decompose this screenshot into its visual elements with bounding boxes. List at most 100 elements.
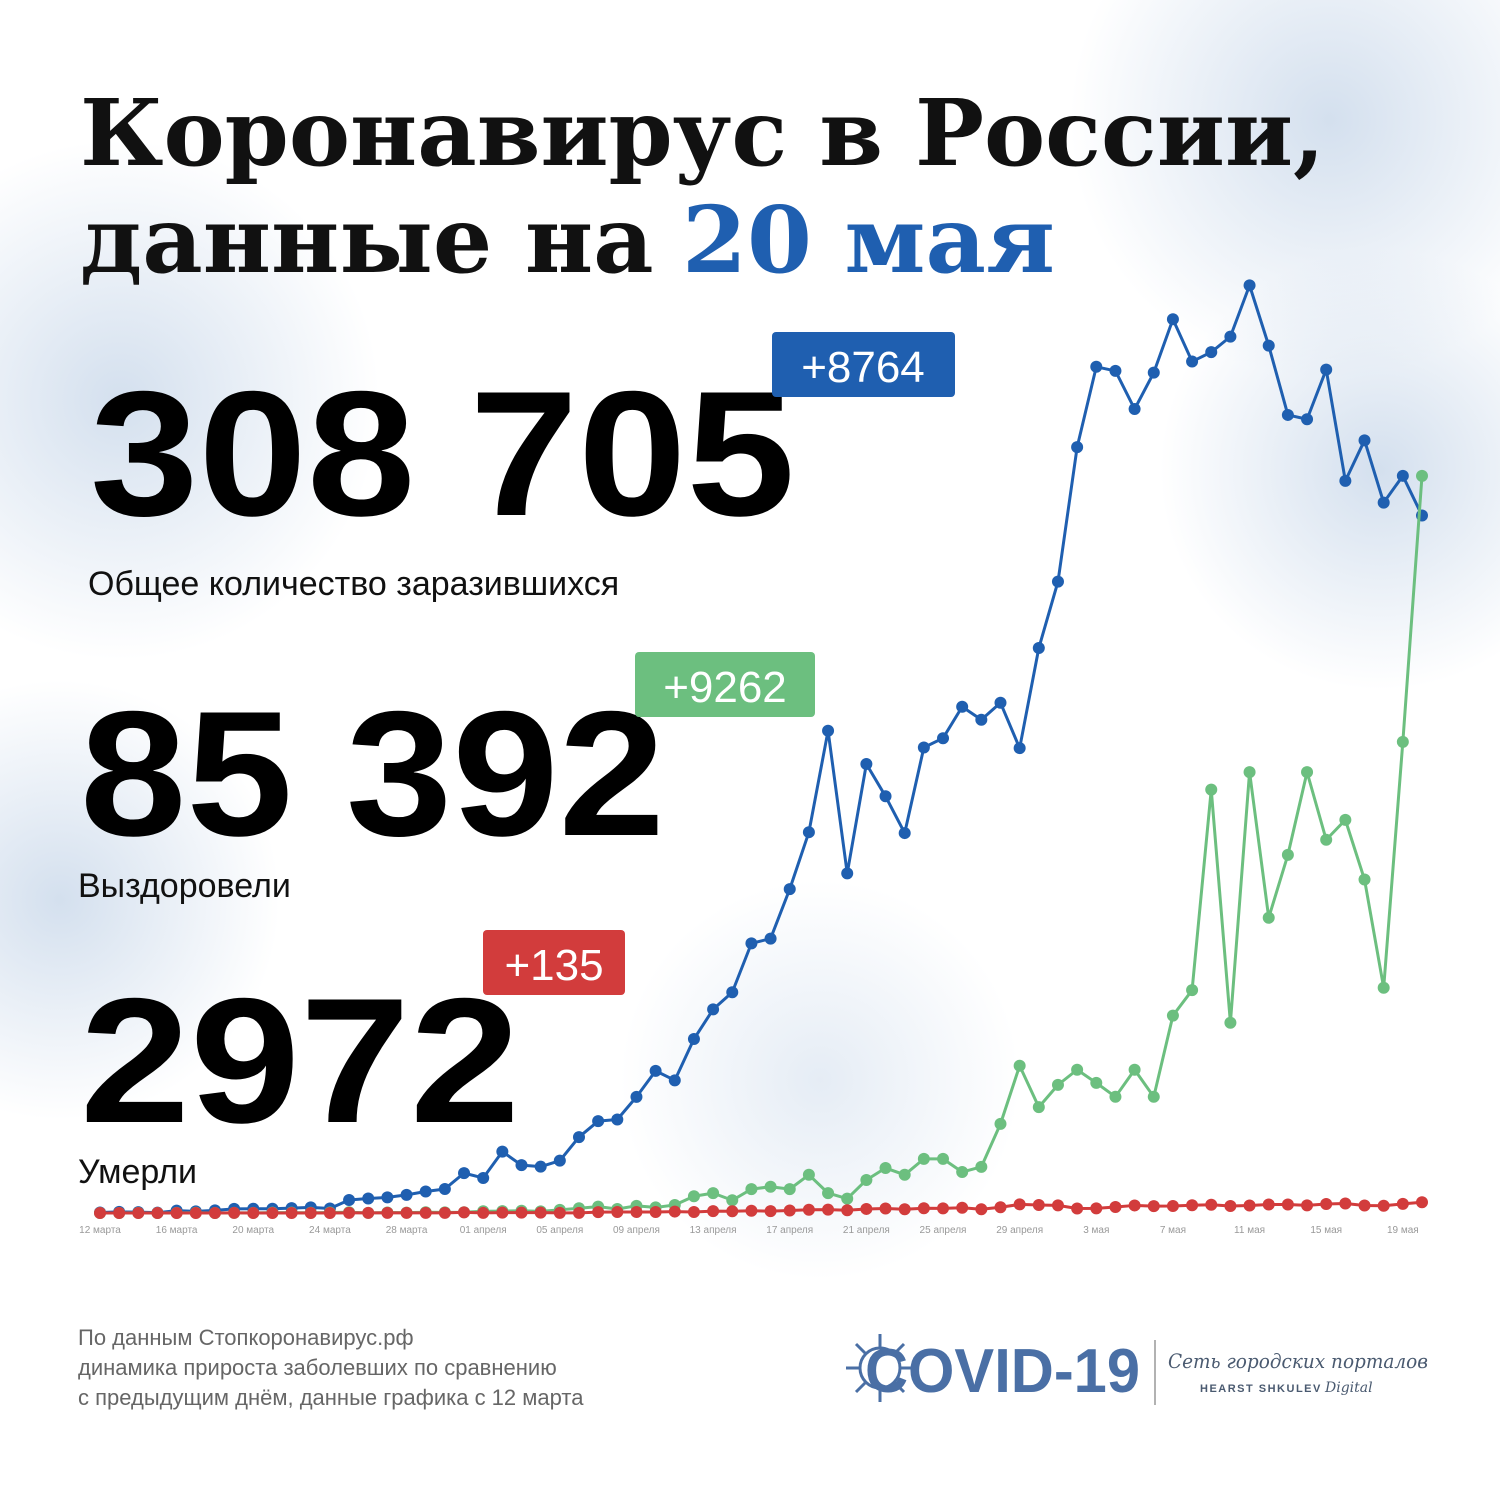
data-point [783,883,796,896]
data-point [1262,339,1275,352]
data-point [956,1201,969,1214]
data-point [668,1074,681,1087]
series-line [99,283,1424,1215]
data-point [879,1162,892,1175]
data-point [937,732,950,745]
data-point [726,986,739,999]
stat-label: Общее количество заразившихся [88,565,619,603]
data-point [400,1206,413,1219]
data-point [975,713,988,726]
data-point [592,1206,605,1219]
stat-value: 2972 [80,961,520,1160]
stat-label: Умерли [78,1153,197,1191]
data-point [189,1207,202,1219]
data-point [1339,1197,1352,1210]
data-point [381,1206,394,1219]
data-point [707,1205,720,1218]
data-point [1224,330,1237,343]
data-point [879,1202,892,1215]
logo-title: COVID-19 [865,1337,1140,1406]
data-point [783,1183,796,1196]
data-point [343,1206,356,1219]
data-point [994,1201,1007,1214]
data-point [879,790,892,803]
data-point [362,1192,375,1205]
data-point [649,1206,662,1219]
data-point [937,1152,950,1165]
data-point [649,1064,662,1077]
data-point [841,867,854,880]
x-tick-label: 19 мая [1387,1225,1419,1236]
data-point [1013,1059,1026,1072]
data-point [304,1207,317,1219]
data-point [898,1168,911,1181]
data-point [802,826,815,839]
data-point [572,1206,585,1219]
data-point [1301,413,1314,426]
data-point [1071,1063,1084,1076]
x-tick-label: 17 апреля [766,1225,813,1236]
data-point [937,1202,950,1215]
data-point [1301,1199,1314,1212]
data-point [1090,360,1103,373]
x-tick-label: 21 апреля [843,1225,890,1236]
x-tick-label: 16 марта [156,1225,198,1236]
data-point [726,1194,739,1207]
stat-badge [772,332,955,397]
subtitle: данные на 20 мая [80,186,1055,294]
data-point [553,1206,566,1219]
data-point [477,1206,490,1219]
data-point [553,1154,566,1167]
data-point [458,1167,471,1180]
data-point [956,700,969,713]
x-tick-label: 29 апреля [996,1225,1043,1236]
data-point [611,1205,624,1218]
data-point [1186,355,1199,368]
x-tick-label: 20 марта [232,1225,274,1236]
x-tick-label: 28 марта [386,1225,428,1236]
data-point [323,1207,336,1219]
data-point [515,1159,528,1172]
x-tick-label: 11 мая [1234,1225,1265,1236]
x-tick-label: 15 мая [1310,1225,1342,1236]
x-tick-label: 24 марта [309,1225,351,1236]
x-tick-label: 01 апреля [460,1225,507,1236]
data-point [822,1187,835,1200]
data-point [170,1207,183,1219]
data-point [1281,1198,1294,1211]
data-point [1224,1199,1237,1212]
data-point [572,1131,585,1144]
data-point [1243,1199,1256,1212]
stat-badge [635,652,815,717]
data-point [1071,441,1084,454]
data-point [1358,434,1371,447]
data-point [1396,469,1409,482]
data-point [687,1206,700,1219]
data-point [208,1207,221,1219]
stat-label: Выздоровели [78,867,291,905]
data-point [975,1160,988,1173]
virus-icon [846,1334,914,1402]
stat-delta: +135 [504,941,603,990]
data-point [458,1206,471,1219]
data-point [917,1152,930,1165]
stat-delta: +8764 [801,343,925,392]
data-point [668,1205,681,1218]
data-point [1320,833,1333,846]
data-point [1358,1199,1371,1212]
data-point [1051,1078,1064,1091]
data-point [113,1207,126,1219]
data-point [1032,1101,1045,1114]
data-point [1109,364,1122,377]
x-tick-label: 13 апреля [690,1225,737,1236]
data-point [1243,279,1256,292]
data-point [228,1206,241,1219]
stat-badge [483,930,625,995]
title: Коронавирус в России, [80,79,1325,187]
data-point [898,827,911,840]
footer-line: с предыдущим днём, данные графика с 12 м… [78,1385,584,1410]
data-point [1128,403,1141,416]
data-point [898,1203,911,1216]
data-point [956,1166,969,1179]
